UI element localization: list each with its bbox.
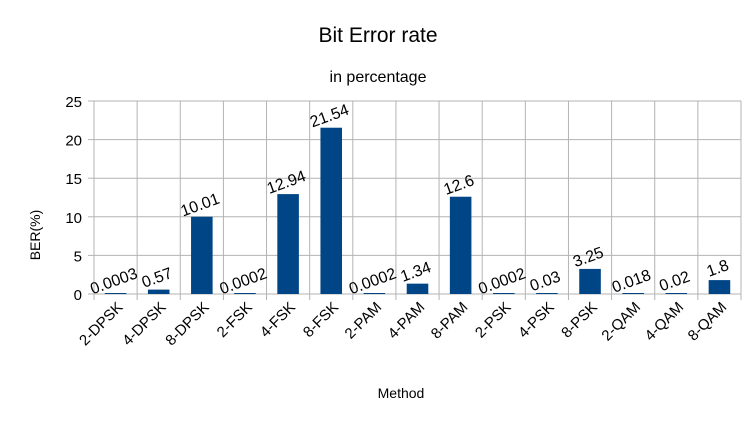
x-tick-label: 2-PSK bbox=[472, 299, 515, 342]
data-label: 1.34 bbox=[398, 259, 433, 286]
x-tick-label: 4-PSK bbox=[515, 299, 558, 342]
data-label: 12.94 bbox=[265, 168, 309, 198]
x-tick-label: 2-FSK bbox=[214, 299, 256, 341]
bar-4-psk bbox=[536, 293, 558, 294]
bar-4-pam bbox=[406, 283, 429, 294]
bar-8-fsk bbox=[320, 127, 343, 294]
y-tick-label: 15 bbox=[65, 171, 82, 188]
data-label: 10.01 bbox=[179, 191, 223, 221]
y-axis-label: BER(%) bbox=[27, 210, 43, 261]
gridlines bbox=[93, 100, 742, 300]
x-tick-label: 2-QAM bbox=[598, 299, 644, 345]
bar-8-qam bbox=[708, 280, 731, 294]
x-tick-label: 4-PAM bbox=[385, 299, 429, 343]
x-tick-label: 8-PAM bbox=[428, 299, 472, 343]
bars bbox=[104, 127, 731, 294]
bar-4-qam bbox=[665, 293, 688, 294]
bar-2-dpsk bbox=[104, 293, 127, 294]
bar-8-pam bbox=[449, 196, 472, 294]
data-label: 0.03 bbox=[528, 268, 563, 295]
data-label: 21.54 bbox=[308, 102, 352, 132]
y-tick-label: 10 bbox=[65, 210, 82, 227]
x-tick-label: 2-DPSK bbox=[76, 299, 126, 349]
x-tick-label: 2-PAM bbox=[342, 299, 386, 343]
bar-4-dpsk bbox=[147, 289, 170, 294]
y-tick-label: 5 bbox=[74, 248, 82, 265]
bar-8-dpsk bbox=[191, 216, 213, 294]
data-label: 0.02 bbox=[657, 268, 692, 295]
bar-2-psk bbox=[492, 293, 515, 294]
x-tick-label: 8-PSK bbox=[558, 299, 601, 342]
x-tick-label: 8-QAM bbox=[685, 299, 731, 345]
data-label: 3.25 bbox=[571, 244, 606, 271]
x-tick-label: 4-QAM bbox=[642, 299, 688, 345]
chart-subtitle: in percentage bbox=[330, 69, 427, 86]
x-tick-label: 4-FSK bbox=[257, 299, 299, 341]
data-label: 12.6 bbox=[442, 172, 477, 199]
data-label: 0.018 bbox=[610, 267, 654, 297]
y-tick-label: 0 bbox=[74, 287, 82, 304]
bar-2-fsk bbox=[234, 293, 256, 294]
x-tick-label: 8-FSK bbox=[300, 299, 342, 341]
bar-2-qam bbox=[622, 293, 644, 294]
data-label: 1.8 bbox=[705, 257, 732, 281]
chart-title: Bit Error rate bbox=[318, 24, 437, 47]
y-tick-label: 25 bbox=[65, 94, 82, 111]
x-tick-label: 8-DPSK bbox=[162, 299, 212, 349]
bar-4-fsk bbox=[277, 194, 299, 294]
x-tick-label: 4-DPSK bbox=[119, 299, 169, 349]
x-axis-label: Method bbox=[378, 385, 425, 401]
data-label: 0.57 bbox=[140, 265, 175, 292]
bar-2-pam bbox=[363, 293, 386, 294]
bar-8-psk bbox=[579, 268, 601, 294]
y-tick-label: 20 bbox=[65, 133, 82, 150]
